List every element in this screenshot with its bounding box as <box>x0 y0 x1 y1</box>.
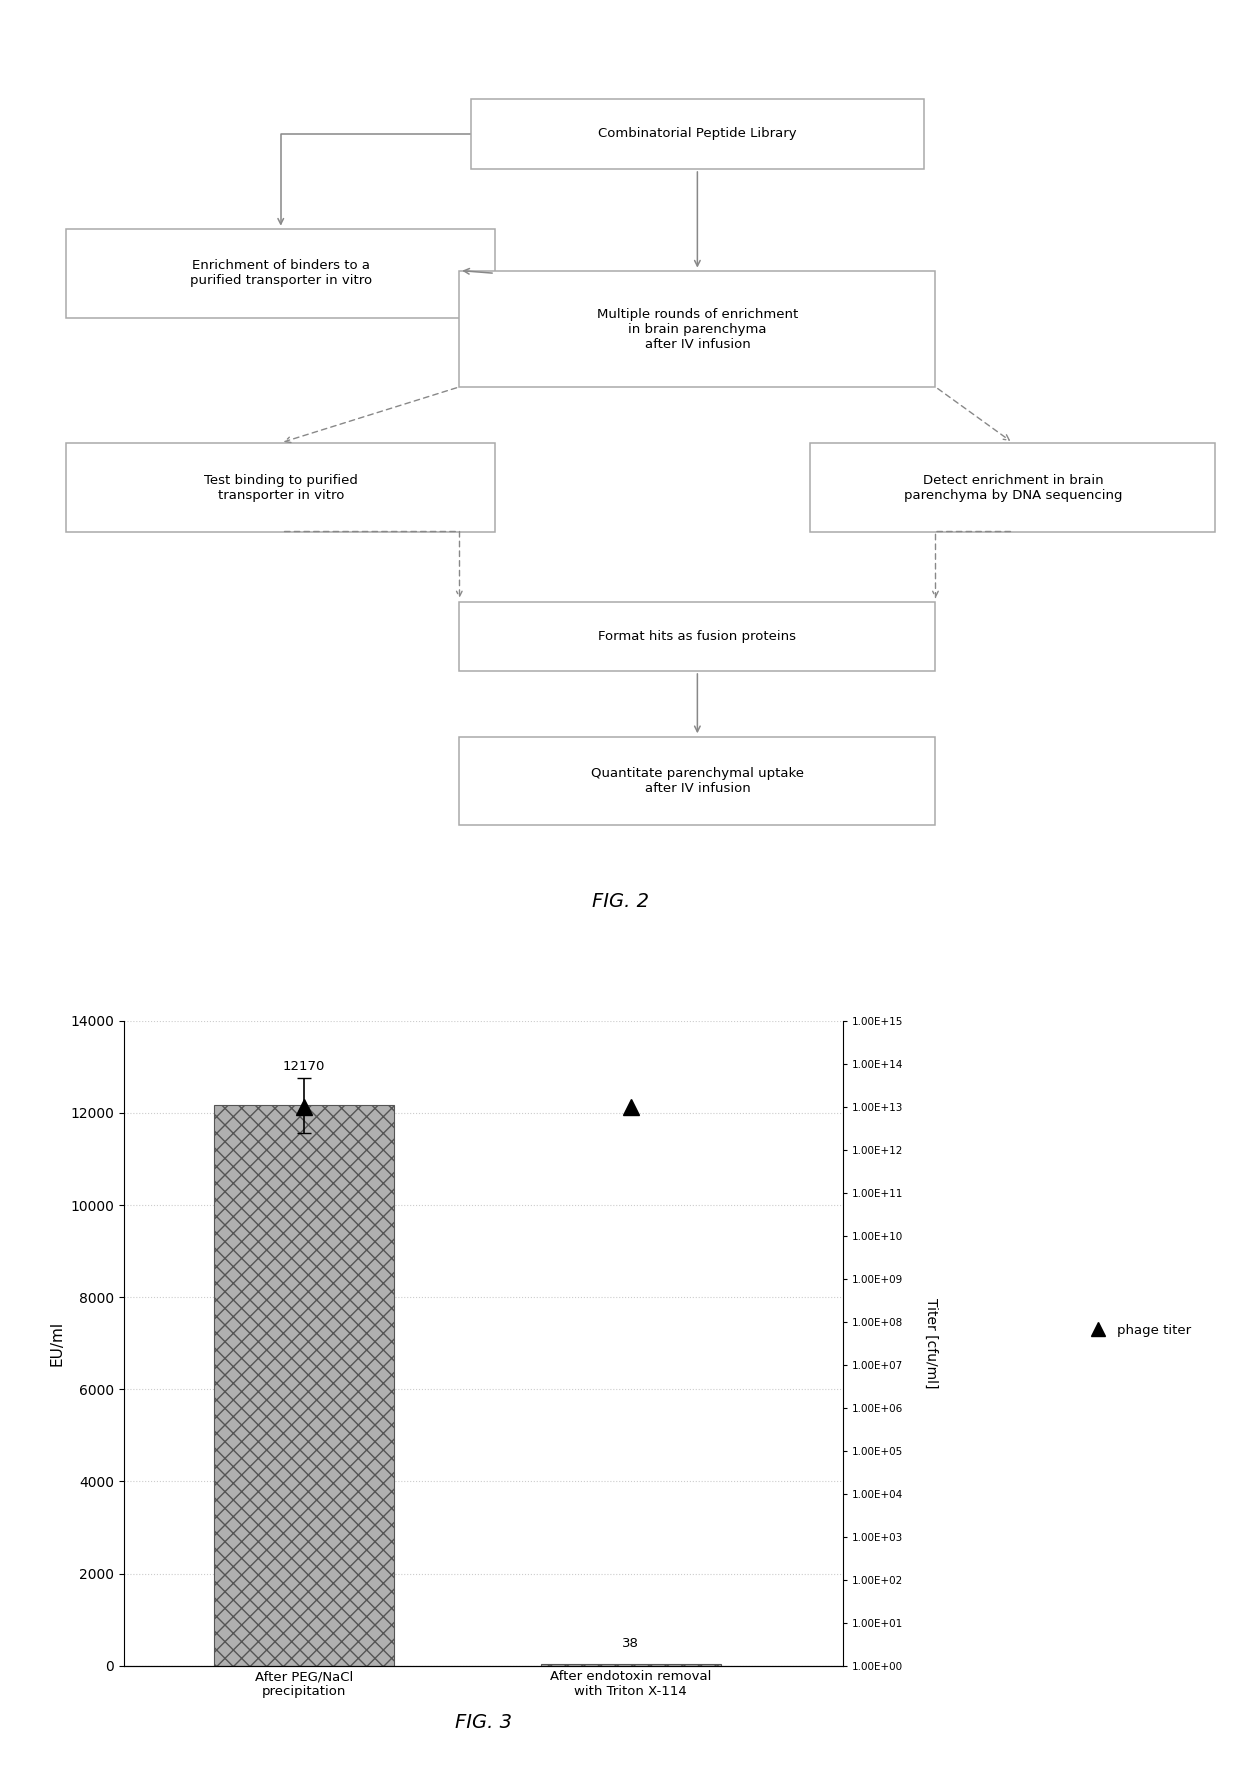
FancyBboxPatch shape <box>67 229 495 317</box>
Legend: phage titer: phage titer <box>1080 1318 1197 1341</box>
FancyBboxPatch shape <box>459 270 935 387</box>
Text: Detect enrichment in brain
parenchyma by DNA sequencing: Detect enrichment in brain parenchyma by… <box>904 473 1122 501</box>
Bar <box>213 1105 393 1666</box>
FancyBboxPatch shape <box>459 736 935 826</box>
Y-axis label: EU/ml: EU/ml <box>50 1320 64 1367</box>
Text: Format hits as fusion proteins: Format hits as fusion proteins <box>599 630 796 643</box>
FancyBboxPatch shape <box>811 444 1215 532</box>
Text: 12170: 12170 <box>283 1060 325 1073</box>
Text: Multiple rounds of enrichment
in brain parenchyma
after IV infusion: Multiple rounds of enrichment in brain p… <box>596 308 799 351</box>
Y-axis label: Titer [cfu/ml]: Titer [cfu/ml] <box>925 1298 939 1388</box>
Text: Combinatorial Peptide Library: Combinatorial Peptide Library <box>598 127 796 140</box>
FancyBboxPatch shape <box>471 99 924 168</box>
Text: FIG. 2: FIG. 2 <box>591 892 649 912</box>
Text: Quantitate parenchymal uptake
after IV infusion: Quantitate parenchymal uptake after IV i… <box>591 767 804 795</box>
Text: Test binding to purified
transporter in vitro: Test binding to purified transporter in … <box>203 473 357 501</box>
FancyBboxPatch shape <box>67 444 495 532</box>
FancyBboxPatch shape <box>459 602 935 672</box>
Text: 38: 38 <box>622 1637 639 1650</box>
Text: FIG. 3: FIG. 3 <box>455 1714 512 1732</box>
Text: Enrichment of binders to a
purified transporter in vitro: Enrichment of binders to a purified tran… <box>190 260 372 287</box>
